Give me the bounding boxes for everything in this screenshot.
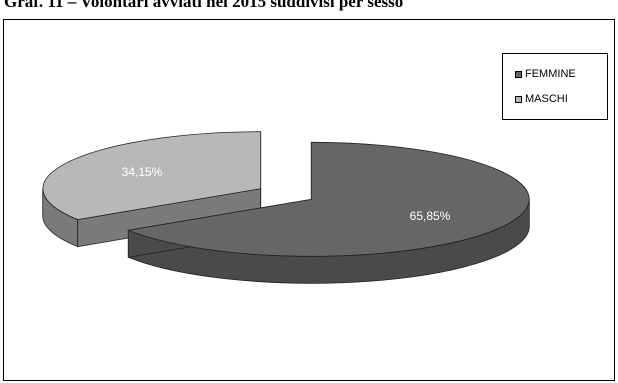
legend-label-femmine: FEMMINE	[525, 68, 576, 80]
legend: FEMMINE MASCHI	[502, 53, 608, 120]
legend-swatch-maschi	[515, 96, 522, 103]
legend-swatch-femmine	[515, 71, 522, 78]
legend-item-maschi: MASCHI	[515, 92, 568, 106]
data-label-femmine: 65,85%	[410, 209, 451, 223]
legend-item-femmine: FEMMINE	[515, 67, 576, 81]
legend-label-maschi: MASCHI	[525, 93, 568, 105]
data-label-maschi: 34,15%	[122, 165, 163, 179]
